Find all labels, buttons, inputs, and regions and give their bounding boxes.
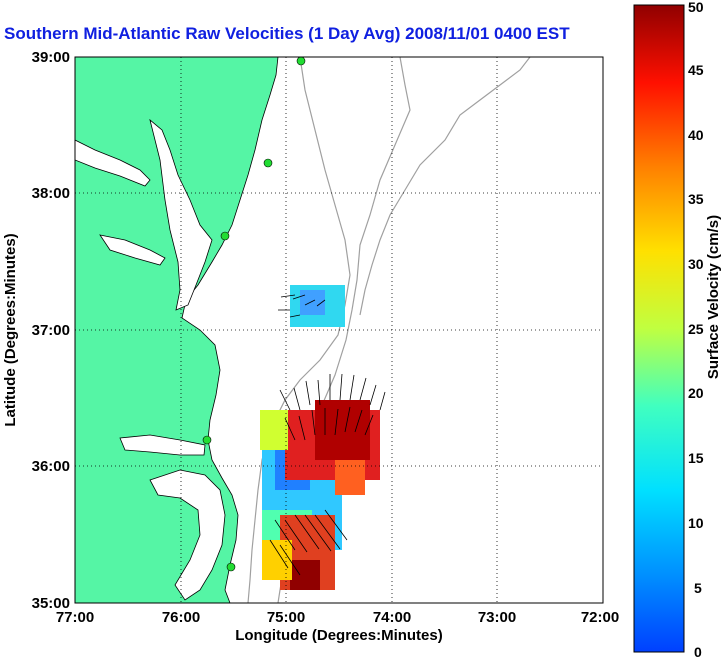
- x-tick-label: 75:00: [267, 609, 305, 626]
- bay-inlet-2: [99, 234, 166, 266]
- y-tick-label: 35:00: [32, 595, 70, 612]
- chesapeake-bay: [149, 118, 213, 311]
- colorbar-tick-label: 40: [688, 127, 704, 143]
- colorbar-tick-label: 15: [688, 450, 704, 466]
- y-tick-label: 37:00: [32, 322, 70, 339]
- grid-lines: [75, 57, 603, 603]
- plot-frame: [74, 56, 604, 604]
- station-marker: [226, 562, 236, 572]
- colorbar-tick-label: 5: [694, 580, 702, 596]
- colorbar: 0 5 10 15 20 25 30 35 40 45 50 Surface V…: [633, 0, 722, 659]
- isobath-deep: [359, 57, 531, 316]
- colorbar-label: Surface Velocity (cm/s): [705, 215, 722, 379]
- x-tick-label: 73:00: [478, 609, 516, 626]
- velocity-patch-east-south: [335, 460, 365, 495]
- colorbar-tick-label: 20: [688, 385, 704, 401]
- y-tick-label: 39:00: [32, 49, 70, 66]
- station-marker: [202, 435, 212, 445]
- x-tick-label: 77:00: [56, 609, 94, 626]
- pamlico-sound: [149, 469, 226, 601]
- colorbar-tick-label: 35: [688, 191, 704, 207]
- isobath-shelf: [247, 57, 351, 603]
- station-marker: [263, 158, 273, 168]
- map-layers: [75, 57, 603, 603]
- velocity-field: [260, 285, 380, 590]
- hf-radar-stations: [202, 57, 306, 572]
- y-axis: 39:00 38:00 37:00 36:00 35:00 Latitude (…: [2, 49, 70, 612]
- velocity-patch-north-core: [300, 290, 325, 315]
- velocity-patch-south-yellow: [262, 540, 292, 580]
- velocity-patch-east-core: [315, 400, 370, 460]
- colorbar-tick-label: 25: [688, 321, 704, 337]
- bay-inlet-1: [75, 139, 151, 187]
- albemarle-sound: [119, 434, 206, 456]
- y-tick-label: 36:00: [32, 458, 70, 475]
- station-marker: [296, 57, 306, 66]
- map-title: Southern Mid-Atlantic Raw Velocities (1 …: [4, 24, 570, 43]
- colorbar-tick-label: 10: [688, 515, 704, 531]
- x-axis: 77:00 76:00 75:00 74:00 73:00 72:00 Long…: [56, 609, 619, 644]
- x-tick-label: 74:00: [373, 609, 411, 626]
- colorbar-gradient: [633, 4, 685, 653]
- land-mass: [75, 57, 279, 603]
- velocity-vectors: [269, 294, 386, 576]
- x-axis-label: Longitude (Degrees:Minutes): [235, 627, 443, 644]
- colorbar-tick-label: 30: [688, 256, 704, 272]
- station-marker: [220, 231, 230, 241]
- velocity-patch-south-tip: [290, 560, 320, 590]
- x-tick-label: 76:00: [162, 609, 200, 626]
- colorbar-tick-label: 45: [688, 62, 704, 78]
- x-tick-label: 72:00: [581, 609, 619, 626]
- y-axis-label: Latitude (Degrees:Minutes): [2, 233, 19, 426]
- y-tick-label: 38:00: [32, 185, 70, 202]
- colorbar-tick-label: 50: [688, 0, 704, 15]
- colorbar-tick-label: 0: [694, 644, 702, 659]
- velocity-patch-transition: [260, 410, 288, 450]
